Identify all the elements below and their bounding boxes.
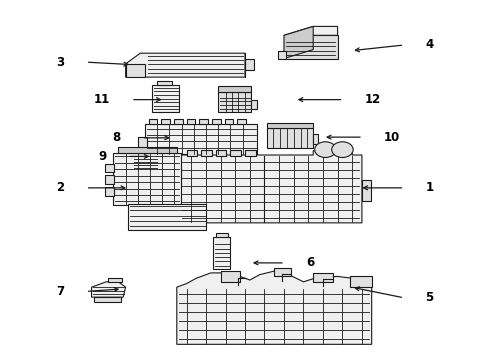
- Bar: [201, 150, 212, 156]
- Text: 9: 9: [98, 150, 106, 163]
- Bar: [224, 118, 233, 123]
- Bar: [148, 118, 157, 123]
- Bar: [152, 85, 179, 112]
- Bar: [138, 137, 147, 152]
- Bar: [230, 150, 241, 156]
- Bar: [161, 118, 170, 123]
- Bar: [118, 147, 177, 153]
- Bar: [245, 59, 254, 70]
- Text: 12: 12: [365, 93, 381, 106]
- Text: 3: 3: [57, 55, 65, 69]
- Text: 11: 11: [94, 93, 110, 106]
- Bar: [274, 267, 291, 276]
- Bar: [105, 187, 115, 196]
- Bar: [105, 175, 115, 184]
- Bar: [187, 150, 197, 156]
- Polygon shape: [179, 148, 362, 223]
- Circle shape: [332, 142, 353, 157]
- Bar: [267, 123, 313, 128]
- Polygon shape: [128, 204, 206, 230]
- Bar: [216, 233, 228, 237]
- Bar: [167, 167, 181, 187]
- Bar: [167, 154, 196, 159]
- Polygon shape: [284, 26, 338, 35]
- Text: 1: 1: [425, 181, 433, 194]
- Bar: [94, 297, 121, 302]
- Text: 7: 7: [57, 285, 65, 298]
- Bar: [105, 163, 115, 172]
- Polygon shape: [92, 282, 125, 297]
- Bar: [251, 100, 257, 109]
- Bar: [362, 180, 371, 202]
- Bar: [278, 51, 286, 59]
- Polygon shape: [125, 53, 245, 77]
- Polygon shape: [177, 271, 372, 344]
- Bar: [220, 271, 240, 282]
- Polygon shape: [284, 26, 313, 59]
- Bar: [284, 35, 338, 59]
- Text: 5: 5: [425, 291, 434, 305]
- Bar: [212, 118, 220, 123]
- Bar: [313, 134, 318, 144]
- Bar: [350, 276, 372, 287]
- Polygon shape: [125, 64, 145, 77]
- Bar: [245, 150, 256, 156]
- Text: 10: 10: [384, 131, 400, 144]
- Bar: [187, 118, 196, 123]
- Bar: [133, 168, 158, 173]
- Bar: [133, 156, 158, 169]
- Bar: [218, 86, 251, 93]
- Circle shape: [315, 142, 336, 157]
- Text: 4: 4: [425, 39, 434, 51]
- Bar: [199, 118, 208, 123]
- Bar: [108, 278, 122, 282]
- Text: 2: 2: [57, 181, 65, 194]
- Bar: [218, 93, 251, 112]
- Bar: [145, 123, 257, 155]
- Bar: [267, 128, 313, 148]
- Bar: [157, 81, 172, 85]
- Text: 8: 8: [113, 131, 121, 144]
- Bar: [213, 237, 230, 269]
- Bar: [216, 150, 226, 156]
- Bar: [174, 118, 183, 123]
- Bar: [114, 153, 181, 205]
- Bar: [313, 273, 333, 282]
- Text: 6: 6: [306, 256, 314, 269]
- Bar: [237, 118, 246, 123]
